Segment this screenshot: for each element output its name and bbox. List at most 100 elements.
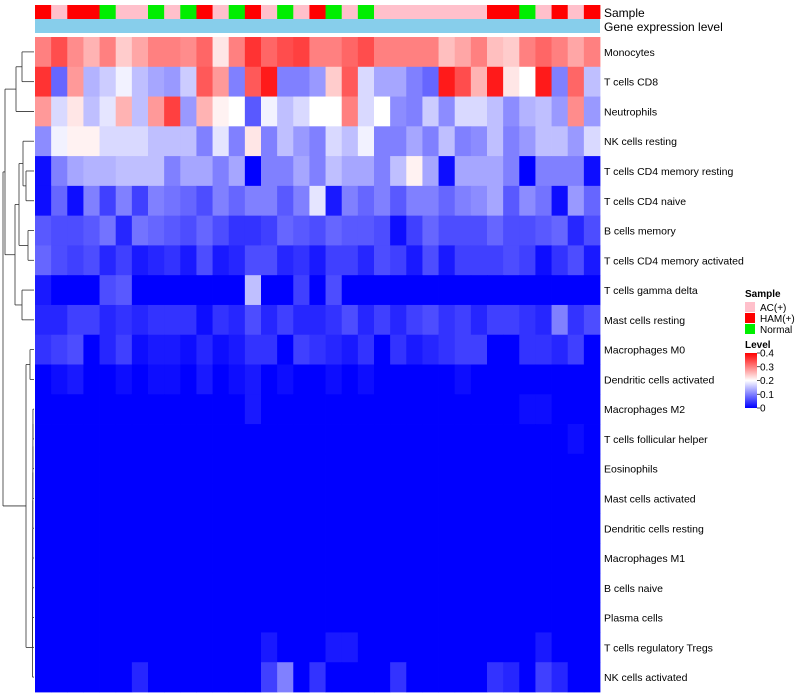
heatmap-cell: [535, 364, 552, 395]
heatmap-cell: [567, 37, 585, 68]
row-label: T cells CD8: [604, 77, 658, 89]
heatmap-cell: [487, 185, 504, 217]
heatmap-cell: [438, 96, 456, 127]
heatmap-cell: [567, 275, 585, 306]
sample-cell: [325, 5, 343, 19]
heatmap-cell: [83, 483, 100, 514]
heatmap-cell: [309, 513, 326, 544]
heatmap-cell: [196, 424, 213, 455]
heatmap-cell: [228, 334, 246, 365]
heatmap-cell: [406, 602, 423, 633]
heatmap-cell: [83, 37, 100, 68]
heatmap-cell: [212, 275, 230, 306]
heatmap-cell: [325, 602, 343, 633]
heatmap-cell: [67, 483, 84, 514]
heatmap-cell: [422, 66, 439, 97]
heatmap-cell: [341, 66, 359, 97]
heatmap-cell: [551, 185, 569, 217]
heatmap-cell: [83, 156, 100, 187]
legend-level-tick-label: 0.3: [760, 362, 774, 373]
heatmap-cell: [196, 37, 213, 68]
heatmap-cell: [390, 632, 407, 663]
heatmap-cell: [357, 334, 375, 365]
heatmap-cell: [374, 245, 391, 276]
heatmap-cell: [148, 185, 165, 217]
heatmap-cell: [470, 394, 488, 425]
heatmap-cell: [244, 364, 262, 395]
heatmap-cell: [583, 424, 601, 455]
heatmap-cell: [357, 572, 375, 604]
heatmap-cell: [99, 334, 117, 365]
heatmap-cell: [583, 662, 601, 693]
heatmap-cell: [115, 275, 133, 306]
heatmap-cell: [422, 453, 439, 484]
heatmap-cell: [293, 304, 310, 336]
heatmap-cell: [374, 602, 391, 633]
heatmap-cell: [535, 513, 552, 544]
heatmap-cell: [244, 245, 262, 276]
heatmap-cell: [115, 96, 133, 127]
heatmap-cell: [309, 632, 326, 663]
heatmap-cell: [244, 572, 262, 604]
heatmap-cell: [115, 364, 133, 395]
heatmap-cell: [164, 304, 181, 336]
heatmap-cell: [309, 543, 326, 574]
heatmap-cell: [551, 394, 569, 425]
sample-cell: [35, 5, 52, 19]
heatmap-cell: [309, 424, 326, 455]
heatmap-cell: [374, 424, 391, 455]
heatmap-cell: [519, 126, 536, 157]
heatmap-cell: [438, 215, 456, 246]
heatmap-cell: [164, 66, 181, 97]
heatmap-cell: [148, 304, 165, 336]
heatmap-cell: [390, 66, 407, 97]
heatmap-cell: [406, 334, 423, 365]
heatmap-cell: [277, 364, 294, 395]
heatmap-cell: [454, 156, 472, 187]
heatmap-cell: [228, 513, 246, 544]
heatmap-cell: [535, 37, 552, 68]
heatmap-cell: [180, 304, 197, 336]
heatmap-cell: [148, 394, 165, 425]
heatmap-cell: [567, 96, 585, 127]
heatmap-cell: [406, 662, 423, 693]
heatmap-cell: [131, 126, 149, 157]
row-label: T cells gamma delta: [604, 285, 698, 297]
sample-cell: [470, 5, 488, 19]
sample-cell: [196, 5, 213, 19]
heatmap-cell: [196, 483, 213, 514]
heatmap-cell: [51, 304, 68, 336]
heatmap-cell: [583, 483, 601, 514]
heatmap-cell: [212, 424, 230, 455]
heatmap-cell: [277, 513, 294, 544]
heatmap-cell: [244, 185, 262, 217]
heatmap-cell: [309, 572, 326, 604]
heatmap-cell: [374, 572, 391, 604]
heatmap-cell: [357, 513, 375, 544]
sample-cell: [535, 5, 552, 19]
heatmap-cell: [212, 245, 230, 276]
heatmap-cell: [470, 453, 488, 484]
heatmap-cell: [35, 185, 52, 217]
heatmap-cell: [51, 662, 68, 693]
heatmap-cell: [99, 543, 117, 574]
heatmap-cell: [261, 483, 278, 514]
heatmap-cell: [390, 364, 407, 395]
heatmap-cell: [148, 215, 165, 246]
heatmap-cell: [277, 543, 294, 574]
heatmap-cell: [67, 453, 84, 484]
row-label: Plasma cells: [604, 613, 663, 625]
heatmap-cell: [83, 662, 100, 693]
heatmap-cell: [406, 513, 423, 544]
heatmap-cell: [131, 394, 149, 425]
heatmap-cell: [357, 37, 375, 68]
heatmap-cell: [131, 543, 149, 574]
heatmap-cell: [164, 424, 181, 455]
sample-cell: [51, 5, 68, 19]
heatmap-cell: [35, 483, 52, 514]
heatmap-cell: [35, 156, 52, 187]
heatmap-cell: [487, 245, 504, 276]
heatmap-cell: [535, 602, 552, 633]
heatmap-cell: [115, 632, 133, 663]
legend-sample-swatch: [745, 324, 755, 334]
